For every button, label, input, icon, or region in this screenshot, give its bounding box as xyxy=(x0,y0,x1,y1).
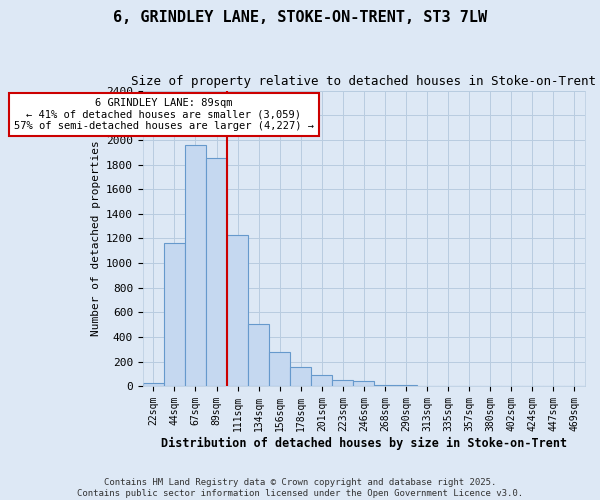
Bar xyxy=(269,352,290,386)
Bar xyxy=(332,380,353,386)
Text: Contains HM Land Registry data © Crown copyright and database right 2025.
Contai: Contains HM Land Registry data © Crown c… xyxy=(77,478,523,498)
Title: Size of property relative to detached houses in Stoke-on-Trent: Size of property relative to detached ho… xyxy=(131,75,596,88)
Bar xyxy=(185,145,206,386)
Text: 6 GRINDLEY LANE: 89sqm
← 41% of detached houses are smaller (3,059)
57% of semi-: 6 GRINDLEY LANE: 89sqm ← 41% of detached… xyxy=(14,98,314,131)
Bar xyxy=(311,376,332,386)
Bar xyxy=(206,158,227,386)
X-axis label: Distribution of detached houses by size in Stoke-on-Trent: Distribution of detached houses by size … xyxy=(161,437,567,450)
Y-axis label: Number of detached properties: Number of detached properties xyxy=(91,140,101,336)
Bar xyxy=(374,385,395,386)
Bar xyxy=(290,366,311,386)
Bar xyxy=(248,324,269,386)
Text: 6, GRINDLEY LANE, STOKE-ON-TRENT, ST3 7LW: 6, GRINDLEY LANE, STOKE-ON-TRENT, ST3 7L… xyxy=(113,10,487,25)
Bar xyxy=(164,244,185,386)
Bar xyxy=(395,384,416,386)
Bar xyxy=(227,235,248,386)
Bar xyxy=(143,382,164,386)
Bar xyxy=(353,382,374,386)
